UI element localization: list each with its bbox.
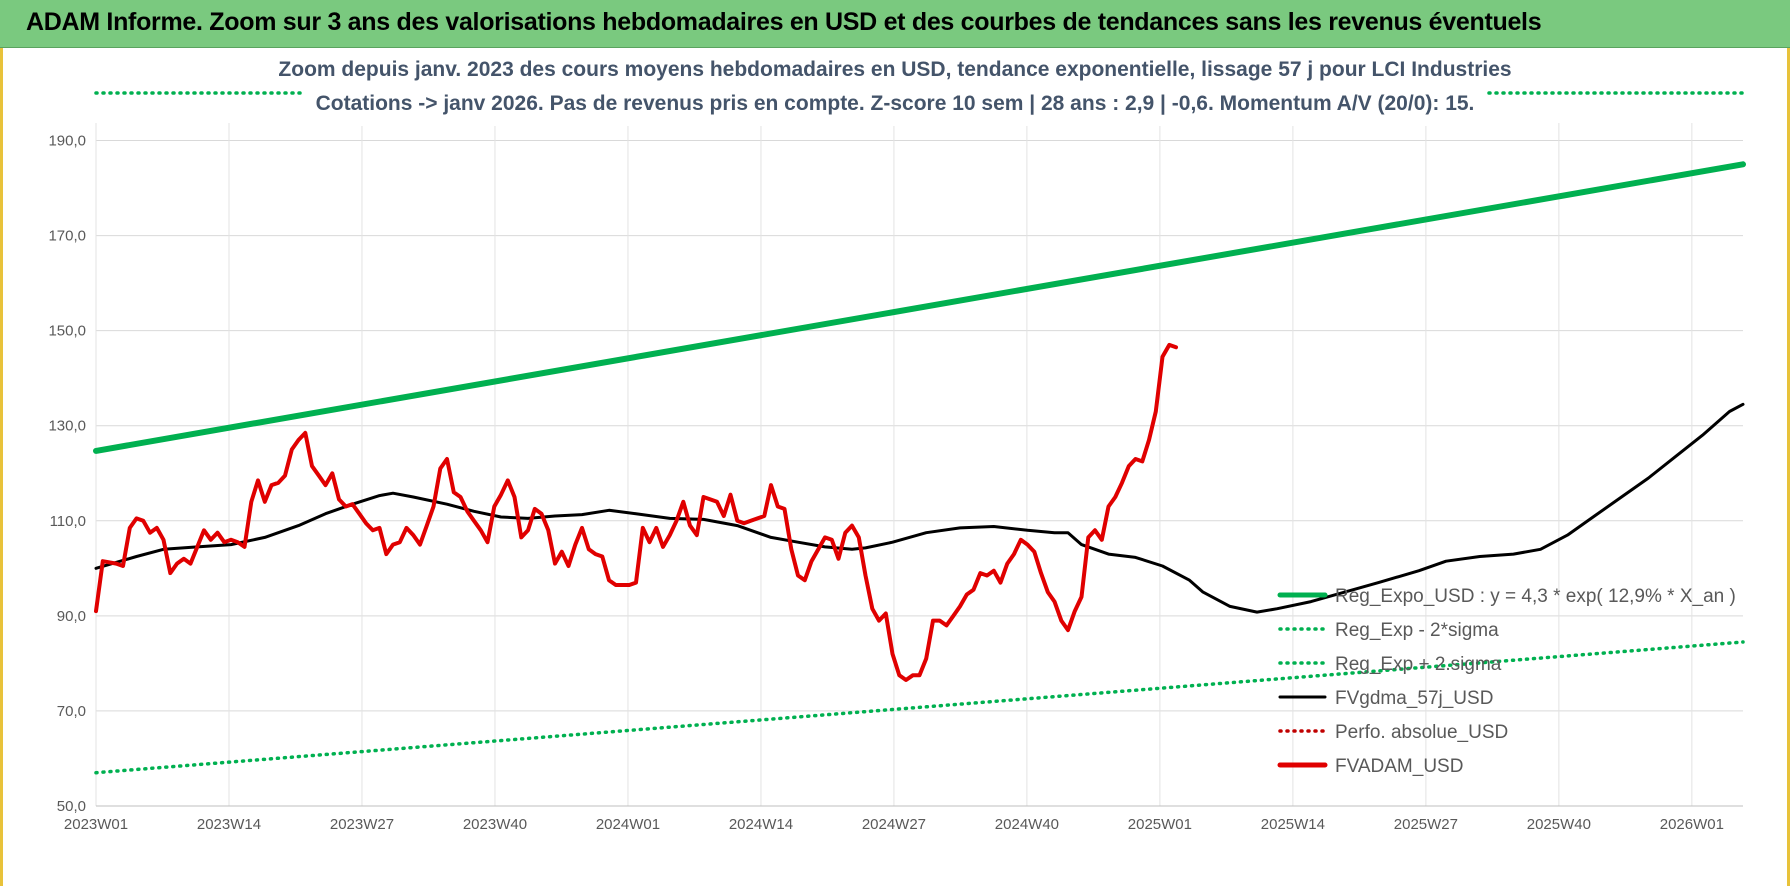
chart-axes: 50,0 70,0 90,0 110,0 130,0 150,0 170,0 190,0 202…: [48, 133, 1724, 833]
series-line-1: [94, 640, 1745, 775]
report-header: ADAM Informe. Zoom sur 3 ans des valoris…: [0, 0, 1790, 48]
legend-entry: Reg_Expo_USD : y = 4,3 * exp( 12,9% * X_…: [1335, 586, 1736, 607]
x-tick-label: 2025W01: [1128, 816, 1192, 833]
legend-entry: FVgdma_57j_USD: [1335, 688, 1493, 709]
x-tick-label: 2023W01: [64, 816, 128, 833]
subtitle-backing: [303, 50, 1487, 126]
y-tick-label: 70,0: [57, 703, 86, 720]
x-tick-label: 2026W01: [1660, 816, 1724, 833]
x-tick-label: 2024W27: [862, 816, 926, 833]
y-tick-label: 150,0: [48, 323, 86, 340]
x-tick-label: 2024W14: [729, 816, 793, 833]
y-tick-label: 130,0: [48, 418, 86, 435]
series-line-5: [94, 342, 1178, 682]
x-tick-label: 2023W40: [463, 816, 527, 833]
y-tick-label: 190,0: [48, 133, 86, 150]
x-tick-label: 2024W40: [995, 816, 1059, 833]
report-title: ADAM Informe. Zoom sur 3 ans des valoris…: [26, 8, 1542, 36]
legend-entry: Perfo. absolue_USD: [1335, 722, 1508, 743]
chart-subtitle: Zoom depuis janv. 2023 des cours moyens …: [278, 50, 1512, 126]
y-tick-label: 110,0: [50, 513, 86, 530]
y-tick-label: 50,0: [57, 798, 86, 815]
y-tick-label: 170,0: [48, 228, 86, 245]
x-tick-label: 2025W27: [1394, 816, 1458, 833]
chart-legend: Reg_Expo_USD : y = 4,3 * exp( 12,9% * X_…: [1277, 586, 1736, 777]
legend-entry: Reg_Exp + 2.sigma: [1335, 654, 1502, 675]
y-tick-label: 90,0: [57, 608, 86, 625]
legend-entry: FVADAM_USD: [1335, 756, 1463, 777]
x-tick-label: 2025W40: [1527, 816, 1591, 833]
x-tick-label: 2023W14: [197, 816, 261, 833]
series-line-3: [94, 402, 1745, 614]
chart-grid: [95, 123, 1743, 807]
chart-frame: 50,0 70,0 90,0 110,0 130,0 150,0 170,0 190,0 202…: [0, 48, 1790, 886]
weekly-valuation-chart: 50,0 70,0 90,0 110,0 130,0 150,0 170,0 190,0 202…: [48, 50, 1746, 833]
series-line-0: [93, 161, 1746, 454]
legend-entry: Reg_Exp - 2*sigma: [1335, 620, 1499, 641]
chart-subtitle-line: Cotations -> janv 2026. Pas de revenus p…: [316, 92, 1475, 115]
chart-subtitle-line: Zoom depuis janv. 2023 des cours moyens …: [278, 58, 1511, 81]
x-tick-label: 2024W01: [596, 816, 660, 833]
x-tick-label: 2023W27: [330, 816, 394, 833]
x-tick-label: 2025W14: [1261, 816, 1325, 833]
